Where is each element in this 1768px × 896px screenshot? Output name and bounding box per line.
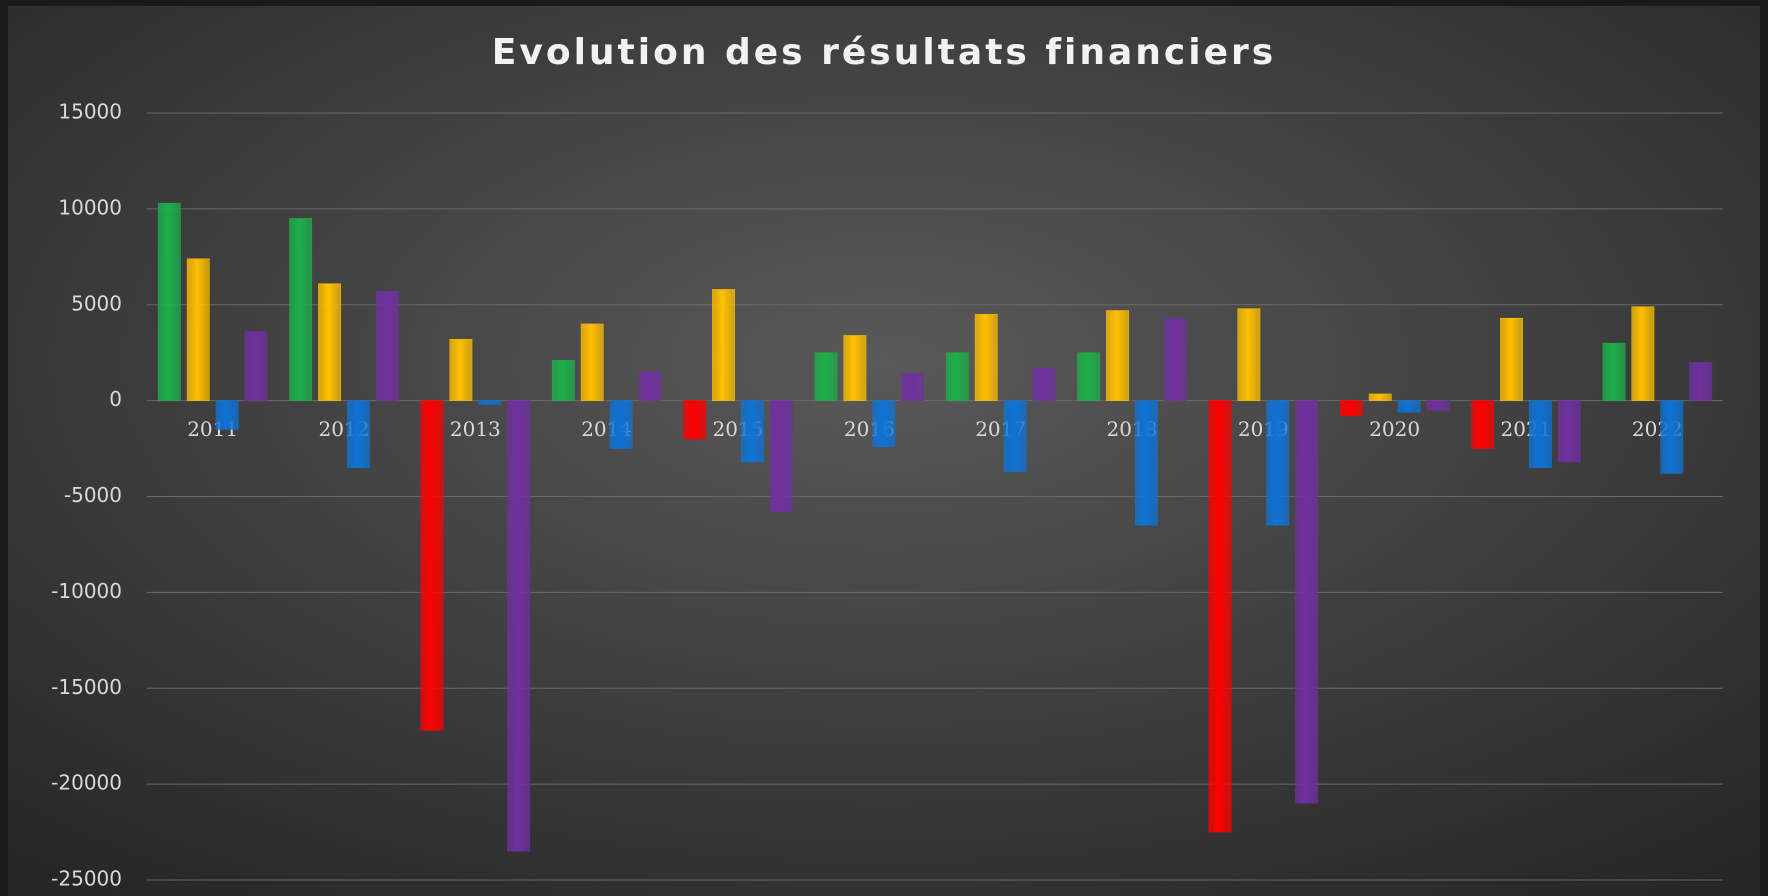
bar (1529, 400, 1552, 468)
bar (1397, 400, 1421, 413)
y-tick-label: 0 (109, 387, 122, 411)
bar (215, 400, 239, 430)
bar (872, 400, 896, 447)
chart-title: Evolution des résultats financiers (492, 32, 1276, 73)
y-tick-label: -25000 (51, 867, 122, 891)
bar (1032, 367, 1056, 401)
bar (580, 323, 604, 401)
bar (609, 400, 633, 449)
bar (712, 289, 735, 401)
bar (1602, 342, 1626, 401)
bar (157, 202, 181, 401)
bar (1471, 400, 1495, 449)
bar (901, 373, 925, 401)
bar (1426, 400, 1450, 411)
bar (974, 314, 998, 401)
x-tick-label: 2013 (450, 417, 501, 441)
bar (945, 352, 969, 401)
bar (769, 400, 793, 513)
y-tick-label: -20000 (51, 771, 122, 795)
y-tick-label: -10000 (51, 579, 122, 603)
bar (551, 360, 575, 401)
bar (683, 400, 707, 440)
bar (347, 400, 370, 468)
bar (244, 331, 268, 401)
bar (1557, 400, 1581, 463)
bar (1135, 400, 1158, 526)
y-tick-label: 5000 (71, 291, 122, 315)
bar (1208, 400, 1232, 833)
bar (1237, 308, 1261, 401)
bar (289, 218, 313, 401)
bar (1106, 310, 1129, 401)
bar (318, 283, 341, 401)
bar (478, 400, 502, 405)
bar (814, 352, 838, 401)
bar (741, 400, 764, 463)
bar (1163, 317, 1187, 401)
bar (1689, 362, 1713, 401)
bar (375, 291, 399, 401)
bar (186, 258, 210, 401)
bar (1660, 400, 1684, 474)
bar (1368, 393, 1392, 401)
bar (1339, 400, 1363, 417)
x-tick-label: 2020 (1369, 417, 1420, 441)
bar (1266, 400, 1290, 526)
bar (1631, 306, 1655, 401)
bar (843, 335, 867, 401)
chart-background (8, 6, 1760, 896)
bar (420, 400, 444, 731)
bar (507, 400, 531, 852)
bar (1295, 400, 1319, 804)
bar (1003, 400, 1027, 472)
y-tick-label: -15000 (51, 675, 122, 699)
bar (1500, 317, 1523, 401)
y-tick-label: -5000 (64, 483, 122, 507)
bar (638, 371, 662, 401)
bar (1077, 352, 1101, 401)
y-tick-label: 10000 (58, 195, 122, 219)
y-tick-label: 15000 (58, 100, 122, 124)
bar (449, 339, 473, 401)
